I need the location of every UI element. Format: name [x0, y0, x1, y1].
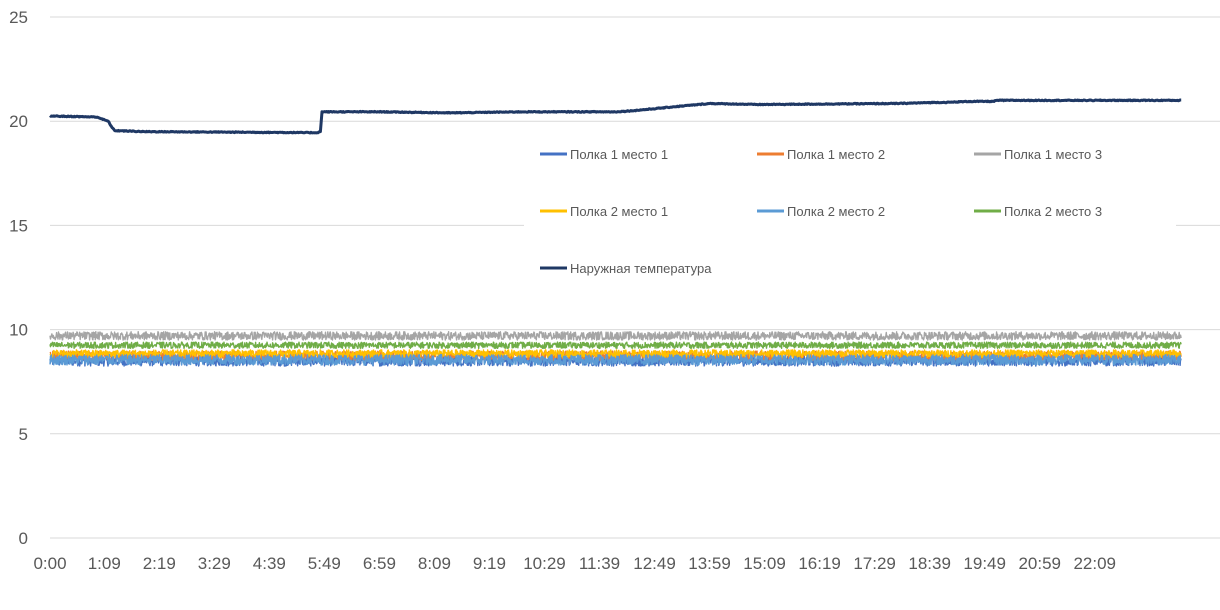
- x-tick-label: 2:19: [143, 554, 176, 573]
- y-tick-label: 5: [19, 425, 28, 444]
- legend-entry-label: Полка 1 место 2: [787, 147, 885, 162]
- x-tick-label: 19:49: [963, 554, 1006, 573]
- x-tick-label: 17:29: [853, 554, 896, 573]
- x-tick-label: 4:39: [253, 554, 286, 573]
- x-tick-label: 16:19: [798, 554, 841, 573]
- y-axis: 0 5 10 15 20 25: [9, 8, 28, 548]
- y-tick-label: 0: [19, 529, 28, 548]
- x-tick-label: 8:09: [418, 554, 451, 573]
- x-tick-label: 10:29: [523, 554, 566, 573]
- series-line-полка-2-место-3: [49, 341, 1182, 350]
- x-tick-label: 11:39: [579, 554, 620, 573]
- x-tick-label: 6:59: [363, 554, 396, 573]
- legend-entry-label: Полка 2 место 3: [1004, 204, 1102, 219]
- x-tick-label: 18:39: [908, 554, 951, 573]
- x-tick-label: 9:19: [473, 554, 506, 573]
- x-tick-label: 0:00: [33, 554, 66, 573]
- legend-entry-label: Полка 2 место 1: [570, 204, 668, 219]
- legend-entry-label: Полка 1 место 3: [1004, 147, 1102, 162]
- y-tick-label: 20: [9, 112, 28, 131]
- series-line-полка-1-место-3: [49, 331, 1182, 341]
- x-tick-label: 5:49: [308, 554, 341, 573]
- legend-entry-label: Полка 1 место 1: [570, 147, 668, 162]
- x-tick-label: 22:09: [1073, 554, 1116, 573]
- x-tick-label: 12:49: [633, 554, 676, 573]
- legend: Полка 1 место 1 Полка 1 место 2 Полка 1 ме…: [524, 133, 1176, 293]
- series-line-наружная-температура: [49, 98, 1182, 135]
- y-tick-label: 15: [9, 216, 28, 235]
- y-tick-label: 25: [9, 8, 28, 27]
- y-tick-label: 10: [9, 321, 28, 340]
- x-tick-label: 20:59: [1018, 554, 1061, 573]
- x-tick-label: 15:09: [743, 554, 786, 573]
- x-axis: 0:00 1:09 2:19 3:29 4:39 5:49 6:59 8:09 9:19 10:2…: [33, 554, 1116, 573]
- x-tick-label: 3:29: [198, 554, 231, 573]
- series-line-полка-2-место-2: [49, 353, 1182, 366]
- legend-background: [524, 133, 1176, 293]
- x-tick-label: 1:09: [88, 554, 121, 573]
- legend-entry-label: Наружная температура: [570, 261, 712, 276]
- gridlines: [50, 16, 1220, 539]
- plot-area: [49, 98, 1182, 367]
- x-tick-label: 13:59: [688, 554, 731, 573]
- legend-entry-label: Полка 2 место 2: [787, 204, 885, 219]
